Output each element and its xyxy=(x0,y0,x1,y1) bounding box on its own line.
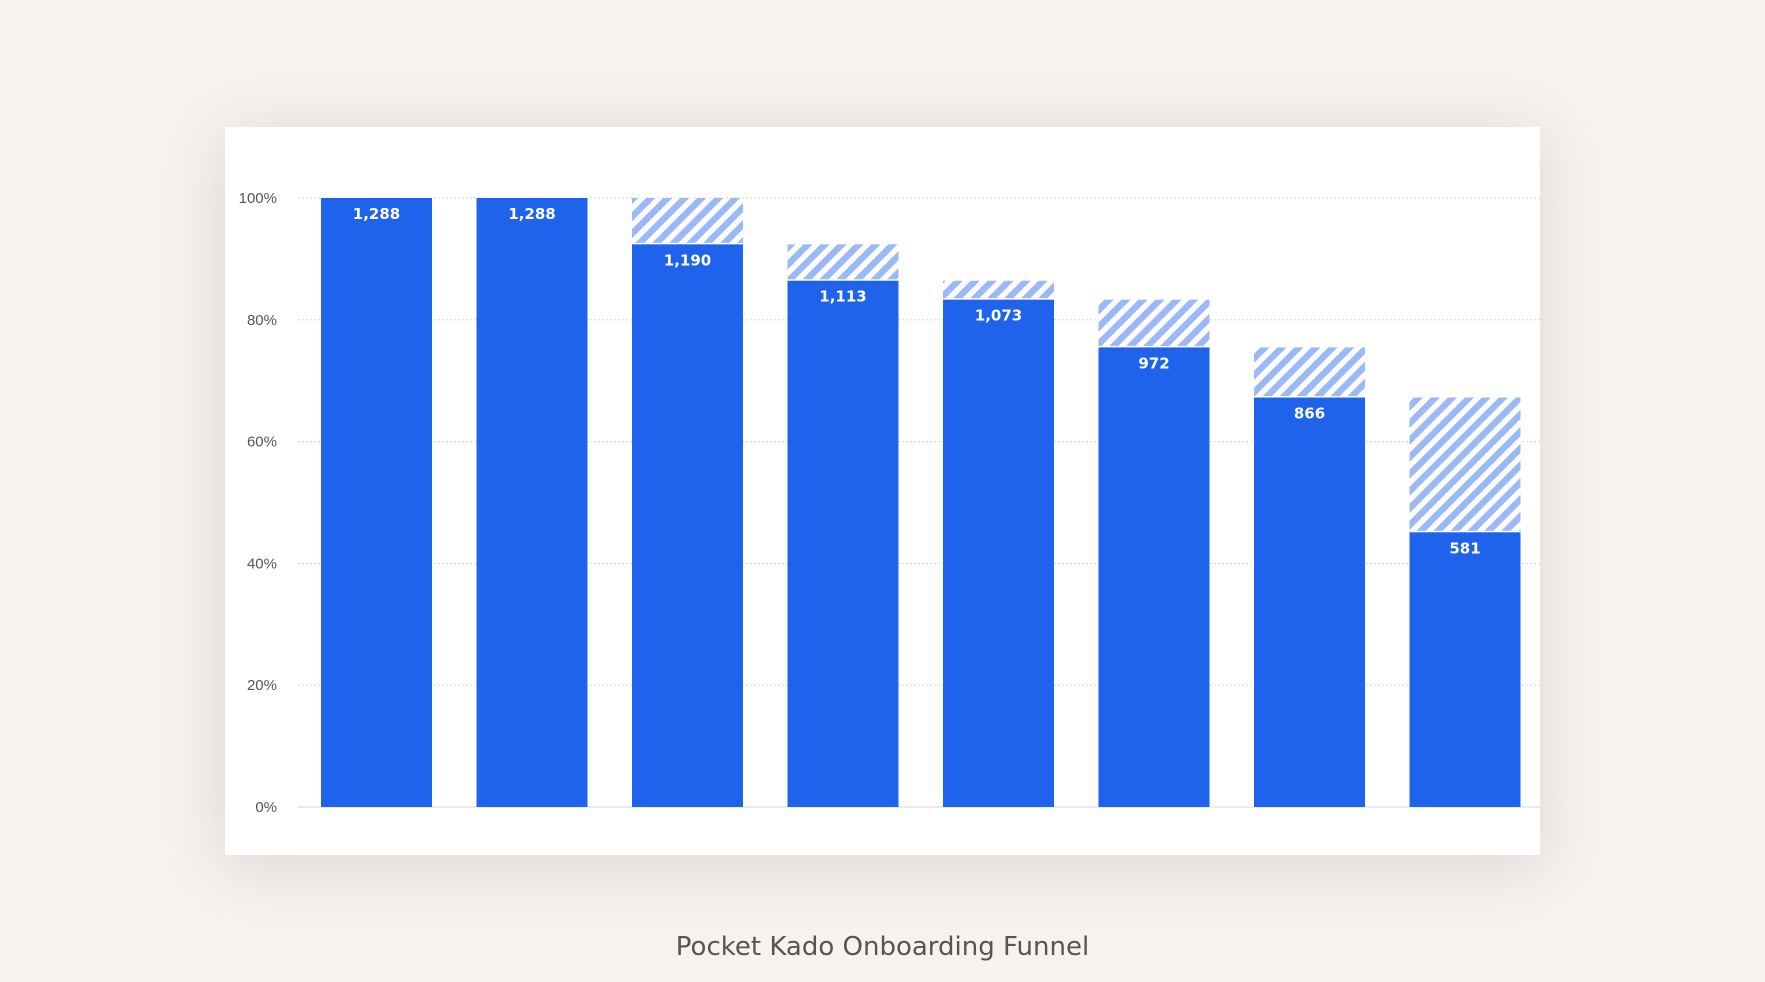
dropoff-segment xyxy=(1098,299,1210,346)
y-axis: 0% 20% 40% 60% 80% 100% xyxy=(239,190,277,816)
dropoff-segment xyxy=(632,198,743,243)
funnel-bar[interactable] xyxy=(476,198,588,807)
bar-value-label: 1,288 xyxy=(508,205,555,223)
y-tick-label: 60% xyxy=(247,434,277,451)
bar-value-label: 866 xyxy=(1294,405,1325,423)
data-labels: 1,288 1,288 1,190 1,113 1,073 972 866 581 xyxy=(353,205,1481,557)
bar-value-label: 1,113 xyxy=(819,288,866,306)
funnel-bar[interactable] xyxy=(1409,532,1521,807)
funnel-bar[interactable] xyxy=(787,280,899,807)
y-tick-label: 0% xyxy=(255,799,277,816)
y-tick-label: 80% xyxy=(247,312,277,329)
dropoff-segment xyxy=(943,280,1054,299)
funnel-bar[interactable] xyxy=(1098,347,1210,807)
bar-value-label: 1,073 xyxy=(975,307,1022,325)
chart-caption: Pocket Kado Onboarding Funnel xyxy=(675,932,1090,962)
bar-value-label: 972 xyxy=(1138,354,1169,372)
funnel-bar[interactable] xyxy=(632,244,743,807)
bar-value-label: 1,190 xyxy=(664,251,711,269)
bars xyxy=(321,198,1521,807)
dropoff-segment xyxy=(1254,347,1365,397)
funnel-bar[interactable] xyxy=(321,198,432,807)
funnel-bar[interactable] xyxy=(943,299,1054,807)
y-tick-label: 40% xyxy=(247,555,277,572)
dropoff-segment xyxy=(1409,397,1521,531)
bar-value-label: 581 xyxy=(1449,539,1480,557)
bar-value-label: 1,288 xyxy=(353,205,400,223)
y-tick-label: 100% xyxy=(239,190,277,207)
y-tick-label: 20% xyxy=(247,677,277,694)
dropoff-segment xyxy=(787,244,899,280)
funnel-bar[interactable] xyxy=(1254,397,1365,807)
chart-card: 0% 20% 40% 60% 80% 100% 1,288 1,288 1,190 1,113 1… xyxy=(225,127,1540,855)
funnel-chart: 0%20%40%60%80%100% 1,288 1,2881,1901,1131… xyxy=(239,190,1540,816)
